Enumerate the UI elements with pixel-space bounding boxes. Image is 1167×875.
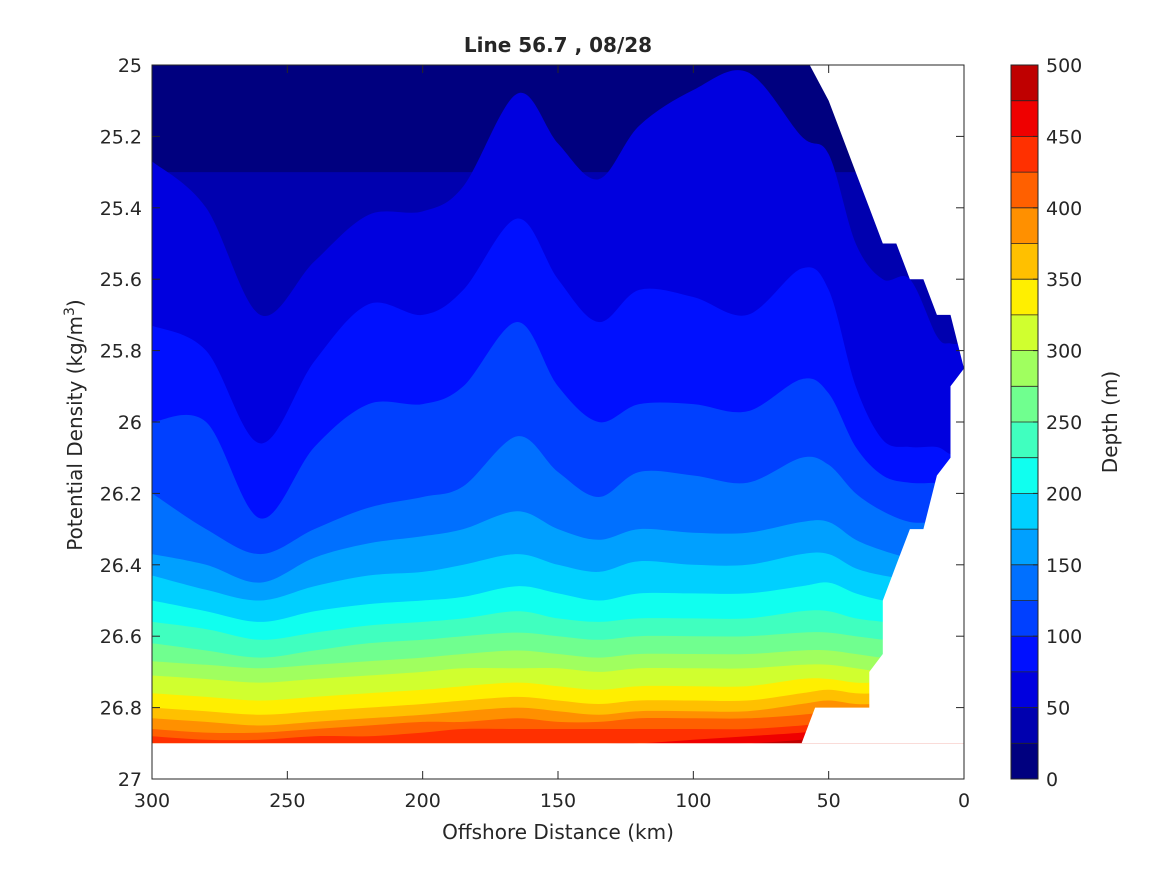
y-tick-label: 26: [118, 412, 142, 434]
x-axis: 300 250 200 150 100 50 0: [134, 65, 970, 812]
colorbar-swatch: [1011, 243, 1038, 280]
colorbar-tick-label: 350: [1046, 269, 1082, 291]
colorbar-swatch: [1011, 279, 1038, 316]
colorbar-tick-label: 400: [1046, 198, 1082, 220]
y-axis-label-superscript: 3: [62, 307, 78, 316]
y-tick-label: 25.8: [100, 341, 142, 363]
contour-bands: [152, 65, 964, 779]
x-tick-label: 200: [405, 790, 441, 812]
x-tick-label: 0: [958, 790, 970, 812]
colorbar-swatch: [1011, 457, 1038, 494]
y-tick-label: 26.2: [100, 483, 142, 505]
colorbar-tick-label: 450: [1046, 126, 1082, 148]
colorbar-swatch: [1011, 100, 1038, 137]
y-tick-label: 26.8: [100, 698, 142, 720]
colorbar-swatch: [1011, 636, 1038, 673]
y-tick-label: 27: [118, 769, 142, 791]
y-axis: 25 25.2 25.4 25.6 25.8 26 26.2 26.4 26.6 26.8 27: [100, 55, 964, 791]
colorbar-swatch: [1011, 386, 1038, 423]
y-tick-label: 25: [118, 55, 142, 77]
y-tick-label: 25.4: [100, 198, 142, 220]
colorbar-swatch: [1011, 350, 1038, 387]
colorbar-swatch: [1011, 136, 1038, 173]
y-axis-label-text: Potential Density (kg/m: [63, 316, 87, 551]
colorbar-swatch: [1011, 207, 1038, 244]
colorbar-swatch: [1011, 743, 1038, 780]
y-axis-label: Potential Density (kg/m3): [62, 299, 87, 550]
colorbar: 0 50 100 150 200 250 300 350 400 450 500: [1010, 55, 1082, 791]
x-tick-label: 100: [675, 790, 711, 812]
y-tick-label: 25.2: [100, 126, 142, 148]
colorbar-label: Depth (m): [1098, 371, 1122, 473]
mask-top-right: [809, 65, 964, 369]
chart-title: Line 56.7 , 08/28: [464, 33, 652, 57]
colorbar-swatch: [1011, 671, 1038, 709]
x-tick-label: 250: [269, 790, 305, 812]
mask-right-edge: [801, 368, 964, 744]
colorbar-tick-label: 100: [1046, 626, 1082, 648]
colorbar-tick-label: 50: [1046, 698, 1070, 720]
colorbar-tick-label: 250: [1046, 412, 1082, 434]
band-450: [152, 728, 964, 744]
y-axis-label-tail: ): [63, 299, 87, 307]
colorbar-swatch: [1011, 529, 1038, 566]
y-tick-label: 26.4: [100, 555, 142, 577]
colorbar-swatch: [1011, 422, 1038, 459]
x-tick-label: 300: [134, 790, 170, 812]
colorbar-tick-label: 0: [1046, 769, 1058, 791]
y-tick-label: 26.6: [100, 626, 142, 648]
x-tick-label: 50: [817, 790, 841, 812]
x-axis-label: Offshore Distance (km): [442, 820, 674, 844]
colorbar-swatch: [1011, 493, 1038, 530]
colorbar-tick-label: 200: [1046, 483, 1082, 505]
colorbar-swatch: [1011, 314, 1038, 352]
colorbar-swatch: [1011, 600, 1038, 637]
colorbar-swatch: [1011, 707, 1038, 744]
colorbar-tick-label: 150: [1046, 555, 1082, 577]
colorbar-swatch: [1011, 65, 1038, 102]
colorbar-swatch: [1011, 172, 1038, 209]
colorbar-tick-label: 300: [1046, 341, 1082, 363]
y-tick-label: 25.6: [100, 269, 142, 291]
x-tick-label: 150: [540, 790, 576, 812]
colorbar-tick-label: 500: [1046, 55, 1082, 77]
colorbar-swatch: [1011, 564, 1038, 601]
